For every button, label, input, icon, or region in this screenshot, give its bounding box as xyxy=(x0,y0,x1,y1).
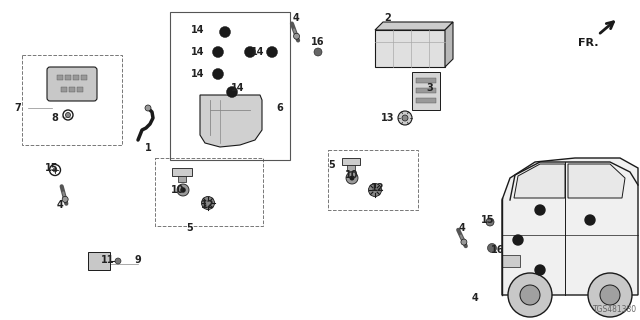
Circle shape xyxy=(227,86,237,98)
Bar xyxy=(502,255,520,267)
Polygon shape xyxy=(502,158,638,295)
Polygon shape xyxy=(568,164,625,198)
Bar xyxy=(375,30,445,67)
Polygon shape xyxy=(375,22,453,30)
Circle shape xyxy=(65,113,70,117)
Text: 14: 14 xyxy=(231,83,244,93)
Circle shape xyxy=(513,235,523,245)
Bar xyxy=(416,88,436,93)
Text: 9: 9 xyxy=(134,255,141,265)
Circle shape xyxy=(266,46,278,58)
Bar xyxy=(347,165,355,171)
Circle shape xyxy=(369,183,381,196)
Circle shape xyxy=(62,196,68,202)
Circle shape xyxy=(202,196,214,210)
Circle shape xyxy=(488,244,497,252)
Bar xyxy=(178,176,186,182)
Text: 10: 10 xyxy=(172,185,185,195)
Text: FR.: FR. xyxy=(578,38,598,48)
Circle shape xyxy=(346,172,358,184)
Bar xyxy=(77,87,83,92)
Bar xyxy=(57,75,63,80)
Polygon shape xyxy=(514,164,565,198)
Circle shape xyxy=(177,184,189,196)
Bar xyxy=(412,72,440,110)
Bar xyxy=(416,78,436,83)
Text: 5: 5 xyxy=(187,223,193,233)
Bar xyxy=(172,168,192,176)
Text: 1: 1 xyxy=(145,143,152,153)
Text: 14: 14 xyxy=(191,25,205,35)
Text: 15: 15 xyxy=(45,163,59,173)
Circle shape xyxy=(115,258,121,264)
Circle shape xyxy=(314,48,322,56)
Circle shape xyxy=(585,215,595,225)
Text: 16: 16 xyxy=(311,37,324,47)
Text: 14: 14 xyxy=(191,69,205,79)
Text: 10: 10 xyxy=(345,170,359,180)
Circle shape xyxy=(145,105,151,111)
Circle shape xyxy=(53,168,57,172)
Text: 6: 6 xyxy=(276,103,284,113)
Circle shape xyxy=(244,46,255,58)
Circle shape xyxy=(212,68,223,79)
Bar xyxy=(155,158,263,226)
Text: 7: 7 xyxy=(15,103,21,113)
Circle shape xyxy=(220,27,230,37)
Bar xyxy=(328,150,418,210)
FancyBboxPatch shape xyxy=(47,67,97,101)
Circle shape xyxy=(212,46,223,58)
Circle shape xyxy=(349,175,355,180)
Circle shape xyxy=(520,285,540,305)
Circle shape xyxy=(508,273,552,317)
Circle shape xyxy=(461,239,467,245)
Polygon shape xyxy=(445,22,453,67)
Text: 4: 4 xyxy=(459,223,465,233)
Bar xyxy=(69,87,75,92)
Text: 8: 8 xyxy=(52,113,58,123)
Bar xyxy=(73,75,79,80)
Bar xyxy=(81,75,87,80)
Bar xyxy=(416,98,436,103)
Text: 16: 16 xyxy=(492,245,505,255)
Circle shape xyxy=(588,273,632,317)
Text: TGS481380: TGS481380 xyxy=(593,305,637,314)
Circle shape xyxy=(402,115,408,121)
Text: 4: 4 xyxy=(56,200,63,210)
Circle shape xyxy=(486,218,494,226)
Circle shape xyxy=(600,285,620,305)
Circle shape xyxy=(180,188,186,193)
Bar xyxy=(61,87,67,92)
Text: 14: 14 xyxy=(252,47,265,57)
Text: 11: 11 xyxy=(101,255,115,265)
Bar xyxy=(342,158,360,165)
Circle shape xyxy=(535,205,545,215)
Text: 13: 13 xyxy=(381,113,395,123)
FancyBboxPatch shape xyxy=(88,252,110,270)
Text: 14: 14 xyxy=(191,47,205,57)
Text: 3: 3 xyxy=(427,83,433,93)
Circle shape xyxy=(398,111,412,125)
Bar xyxy=(22,55,122,145)
Text: 5: 5 xyxy=(328,160,335,170)
Circle shape xyxy=(535,265,545,275)
Bar xyxy=(170,12,290,160)
Text: 15: 15 xyxy=(481,215,495,225)
Circle shape xyxy=(294,33,300,39)
Polygon shape xyxy=(200,95,262,147)
Text: 2: 2 xyxy=(385,13,392,23)
Text: 4: 4 xyxy=(292,13,300,23)
Bar xyxy=(65,75,71,80)
Text: 12: 12 xyxy=(371,183,385,193)
Text: 12: 12 xyxy=(201,200,215,210)
Text: 4: 4 xyxy=(472,293,478,303)
